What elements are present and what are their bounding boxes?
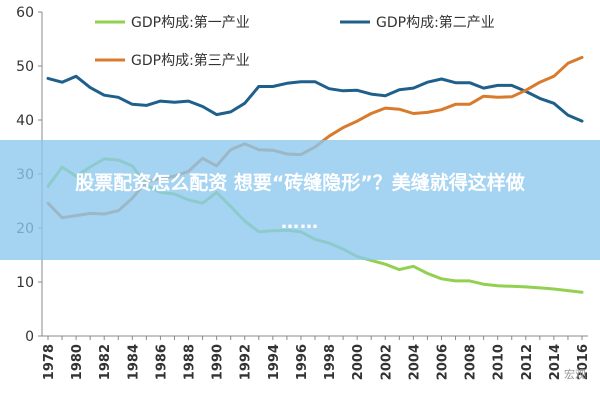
- x-axis: 1978 1980 1982 1984 1986 1988 1990 1992 1994 1996…: [42, 335, 591, 380]
- x-tick-label: 1982: [98, 344, 113, 380]
- watermark-text: 宏观: [564, 368, 586, 381]
- y-tick-label: 50: [16, 59, 34, 75]
- legend-label-1: GDP构成:第一产业: [131, 14, 250, 31]
- y-tick-label: 40: [16, 113, 34, 129]
- x-tick-label: 2016: [576, 344, 591, 380]
- x-tick-label: 2012: [520, 344, 535, 380]
- banner-title[interactable]: 股票配资怎么配资 想要“砖缝隐形”？美缝就得这样做: [75, 172, 525, 194]
- x-tick-label: 2014: [548, 344, 563, 380]
- x-tick-label: 2010: [492, 344, 507, 380]
- y-tick-label: 0: [25, 329, 34, 345]
- legend: GDP构成:第一产业 GDP构成:第二产业 GDP构成:第三产业: [95, 14, 495, 69]
- x-tick-label: 2002: [379, 344, 394, 380]
- y-tick-label: 10: [16, 275, 34, 291]
- legend-label-3: GDP构成:第三产业: [131, 52, 250, 69]
- x-tick-label: 2004: [407, 344, 422, 380]
- x-tick-label: 1978: [42, 344, 57, 380]
- x-tick-label: 1984: [126, 344, 141, 380]
- x-tick-label: 2008: [464, 344, 479, 380]
- x-tick-label: 1980: [70, 344, 85, 380]
- x-tick-label: 1996: [295, 344, 310, 380]
- y-tick-label: 60: [16, 5, 34, 21]
- x-tick-label: 2000: [351, 344, 366, 380]
- x-tick-label: 1998: [323, 344, 338, 380]
- legend-label-2: GDP构成:第二产业: [376, 14, 495, 31]
- x-tick-label: 1992: [239, 344, 254, 380]
- banner-subtitle: ……: [281, 212, 319, 233]
- x-tick-label: 1994: [267, 344, 282, 380]
- x-tick-label: 1990: [211, 344, 226, 380]
- x-tick-label: 1988: [183, 344, 198, 380]
- x-tick-label: 2006: [435, 344, 450, 380]
- series-line-2: [46, 74, 584, 123]
- ad-banner-overlay[interactable]: 股票配资怎么配资 想要“砖缝隐形”？美缝就得这样做 ……: [0, 140, 600, 260]
- x-tick-label: 1986: [154, 344, 169, 380]
